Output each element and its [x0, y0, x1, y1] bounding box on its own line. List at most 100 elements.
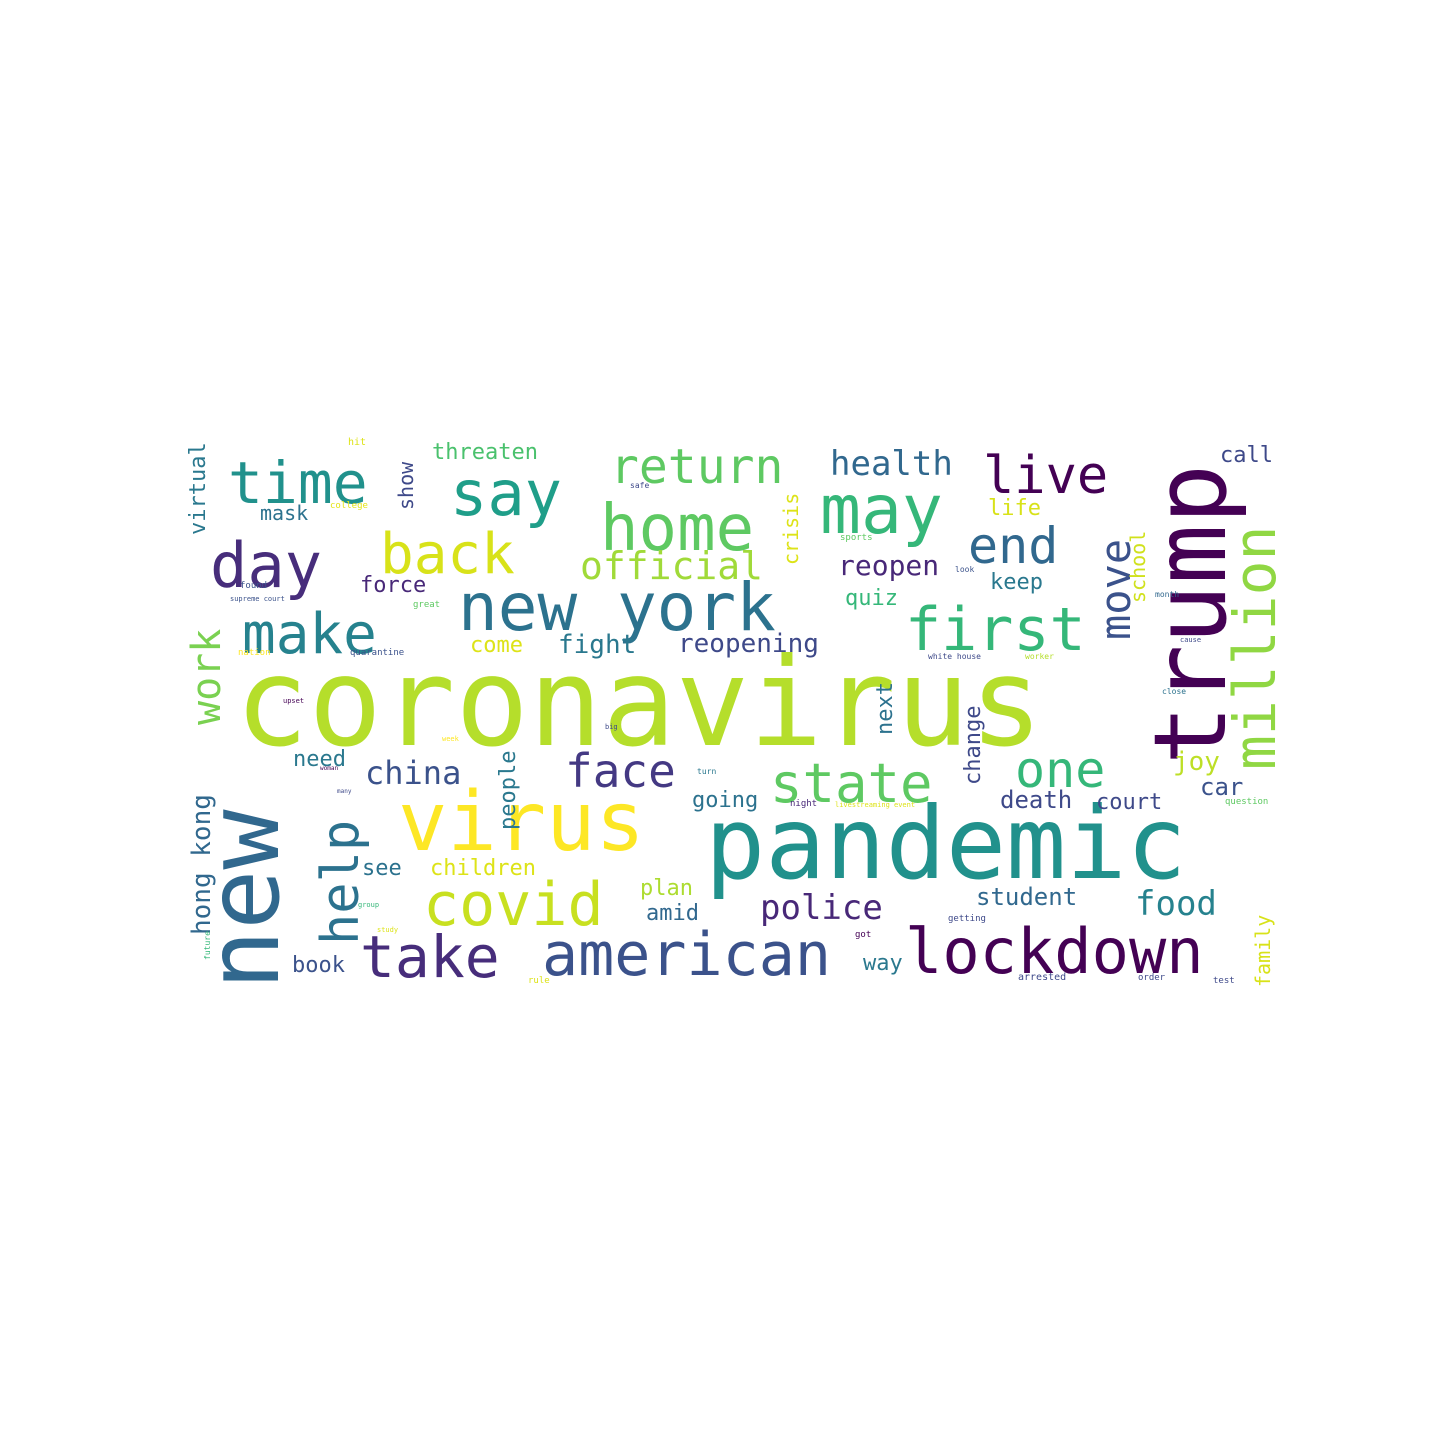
word-family: family [1251, 915, 1275, 987]
word-got: got [855, 930, 871, 940]
word-upset: upset [283, 697, 304, 705]
word-worker: worker [1025, 652, 1054, 661]
word-livestreaming-event: livestreaming event [835, 801, 915, 809]
word-fight: fight [558, 630, 636, 660]
word-work: work [184, 629, 230, 725]
word-help: help [311, 820, 371, 945]
word-covid: covid [423, 870, 604, 940]
word-million: million [1221, 526, 1285, 770]
word-force: force [360, 573, 426, 598]
word-one: one [1015, 741, 1105, 799]
word-arrested: arrested [1018, 972, 1066, 983]
word-may: may [820, 471, 943, 550]
word-day: day [210, 529, 322, 602]
word-change: change [961, 706, 986, 785]
word-quiz: quiz [845, 586, 898, 611]
word-month: month [1155, 590, 1179, 599]
word-food: food [1135, 884, 1217, 924]
word-cloud: coronavirus pandemic new trump virus new york… [180, 435, 1285, 990]
word-crisis: crisis [779, 493, 803, 565]
word-look: look [955, 565, 974, 574]
word-supreme-court: supreme court [230, 595, 285, 603]
word-home: home [600, 492, 754, 566]
word-rule: rule [528, 976, 550, 986]
word-reopening: reopening [678, 629, 819, 659]
word-book: book [292, 953, 345, 978]
word-move: move [1091, 539, 1140, 640]
word-many: many [337, 788, 352, 795]
word-trump: trump [1132, 464, 1249, 765]
word-official: official [580, 544, 763, 588]
word-way: way [863, 951, 903, 976]
word-hit: hit [348, 437, 366, 448]
word-woman: woman [320, 765, 338, 772]
word-joy: joy [1173, 747, 1220, 777]
word-sports: sports [840, 533, 873, 543]
word-white-house: white house [928, 652, 981, 661]
word-police: police [760, 888, 883, 928]
word-first: first [905, 595, 1086, 665]
word-live: live [983, 446, 1108, 506]
word-test: test [1213, 976, 1235, 986]
word-getting: getting [948, 914, 986, 924]
word-call: call [1220, 443, 1273, 468]
word-show: show [394, 461, 418, 510]
word-new: new [185, 809, 302, 990]
word-week: week [442, 735, 460, 743]
word-threaten: threaten [432, 440, 538, 465]
word-amid: amid [646, 901, 699, 926]
word-mask: mask [260, 501, 308, 525]
word-quarantine: quarantine [350, 648, 404, 658]
word-next: next [873, 682, 898, 735]
word-group: group [358, 901, 379, 909]
word-return: return [610, 439, 783, 495]
word-college: college [330, 501, 368, 511]
word-order: order [1138, 973, 1166, 983]
word-need: need [293, 747, 346, 772]
word-virtual: virtual [186, 442, 211, 535]
word-student: student [976, 883, 1077, 911]
word-time: time [228, 449, 368, 517]
word-health: health [830, 444, 953, 484]
word-face: face [565, 744, 676, 798]
word-new-york: new york [458, 569, 776, 646]
word-question: question [1225, 797, 1268, 807]
word-future: future [203, 931, 212, 960]
word-study: study [377, 926, 398, 934]
word-life: life [988, 496, 1041, 521]
word-people: people [496, 751, 521, 830]
word-court: court [1096, 790, 1162, 815]
word-going: going [692, 788, 758, 813]
word-coronavirus: coronavirus [235, 632, 1043, 774]
word-china: china [365, 754, 461, 792]
word-lockdown: lockdown [905, 915, 1204, 988]
word-take: take [360, 923, 500, 990]
word-school: school [1126, 531, 1150, 603]
word-virus: virus [398, 775, 645, 870]
word-american: american [542, 920, 831, 990]
word-death: death [1000, 786, 1072, 814]
word-come: come [470, 633, 523, 658]
word-car: car [1200, 773, 1243, 801]
word-found: found [240, 581, 267, 591]
word-safe: safe [630, 481, 649, 490]
word-back: back [380, 522, 515, 587]
word-pandemic: pandemic [705, 785, 1187, 902]
word-say: say [450, 457, 562, 530]
word-cause: cause [1180, 636, 1201, 644]
word-hong-kong: hong kong [187, 794, 217, 935]
word-nation: nation [238, 648, 271, 658]
word-plan: plan [640, 876, 693, 901]
word-close: close [1162, 687, 1186, 696]
word-make: make [242, 602, 377, 667]
word-turn: turn [697, 767, 716, 776]
word-big: big [605, 723, 618, 731]
word-see: see [362, 856, 402, 881]
word-reopen: reopen [838, 549, 939, 582]
word-children: children [430, 856, 536, 881]
word-end: end [968, 517, 1058, 575]
word-great: great [413, 600, 440, 610]
word-night: night [790, 799, 817, 809]
word-keep: keep [990, 570, 1043, 595]
